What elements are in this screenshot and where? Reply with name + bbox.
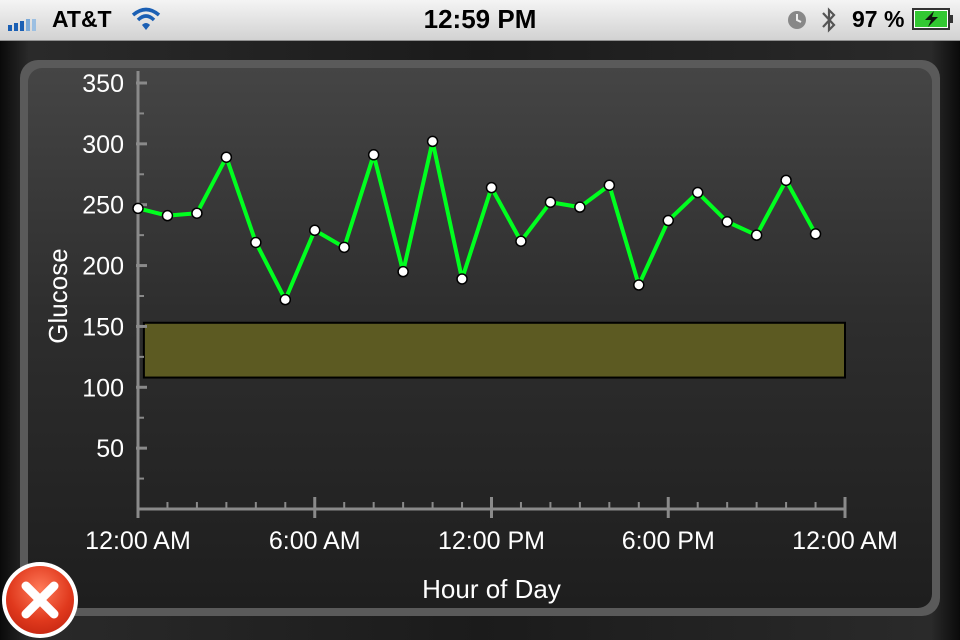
x-axis-title: Hour of Day [422,574,561,604]
y-tick-label: 150 [82,313,124,341]
x-tick-label: 6:00 AM [269,527,361,555]
data-point [338,241,350,254]
y-axis-title: Glucose [43,248,73,343]
data-point [485,181,498,194]
data-point [132,202,144,215]
data-point [309,224,321,237]
data-point [367,149,380,161]
data-point [691,186,704,199]
data-point [662,214,674,227]
battery-percent: 97 % [852,6,905,32]
data-point [397,265,409,278]
data-point [603,179,616,191]
y-tick-label: 250 [82,192,124,220]
signal-strength-icon [8,13,38,31]
data-point [191,207,203,219]
y-tick-label: 300 [82,131,124,159]
y-tick-label: 200 [82,253,124,281]
target-range-band [142,321,846,379]
close-icon [21,581,59,619]
status-bar: AT&T 12:59 PM 97 % [0,0,960,41]
y-tick-label: 100 [82,374,124,402]
data-point [426,135,439,148]
data-point [750,229,763,241]
data-point [220,151,233,163]
data-point [250,236,262,249]
battery-charging-icon [912,8,953,30]
y-tick-label: 350 [82,70,124,98]
x-tick-label: 6:00 PM [622,527,715,555]
alarm-clock-icon [788,11,806,29]
data-point [544,196,557,209]
data-point [633,279,645,291]
x-tick-label: 12:00 AM [85,527,191,555]
data-point [721,216,733,228]
data-point [809,228,822,240]
y-tick-label: 50 [96,435,124,463]
close-button[interactable] [2,562,78,638]
bluetooth-icon [822,7,836,33]
glucose-series-line [137,139,818,302]
data-point [574,201,586,213]
data-point [780,174,792,187]
carrier-name: AT&T [52,6,112,32]
data-point [515,235,527,247]
x-tick-label: 12:00 AM [792,527,898,555]
data-point [456,273,468,285]
x-tick-label: 12:00 PM [438,527,545,555]
data-point [279,293,292,306]
status-time: 12:59 PM [423,4,537,34]
data-point [161,209,174,222]
wifi-icon [131,7,161,30]
